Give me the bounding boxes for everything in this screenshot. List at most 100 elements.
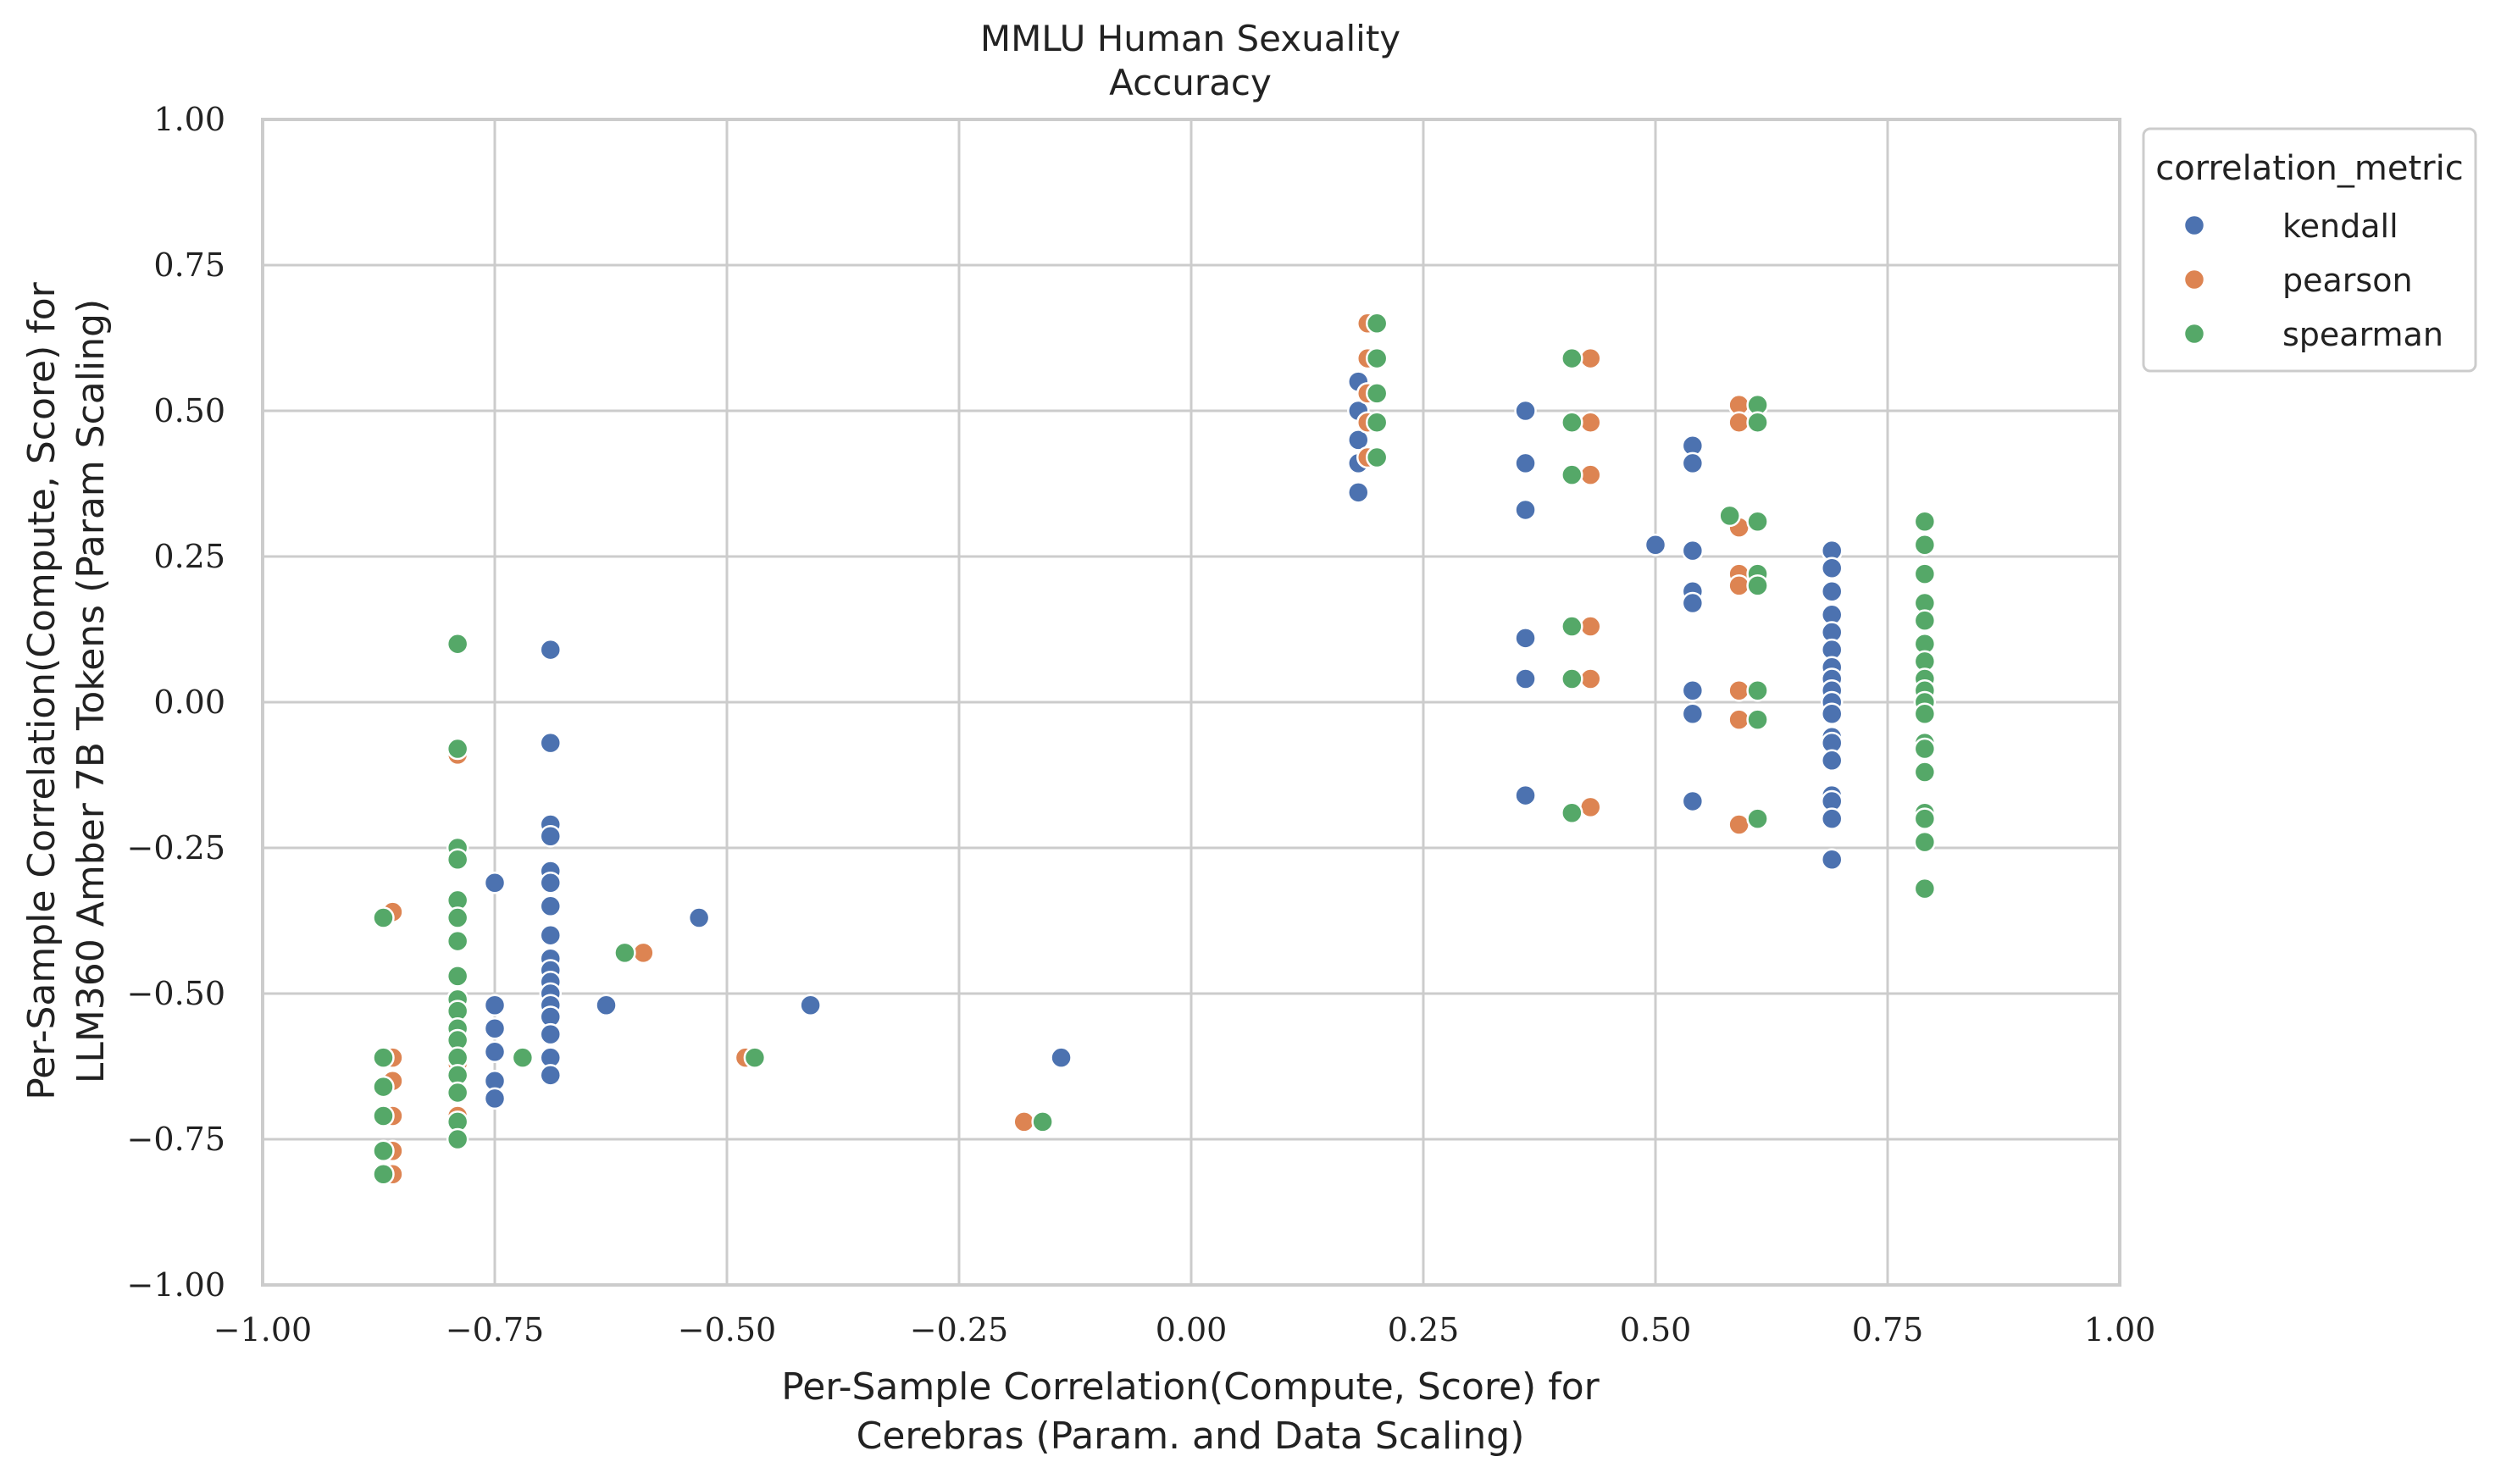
spearman-point: [1913, 877, 1937, 900]
kendall-point: [1514, 627, 1537, 650]
pearson-legend-marker: [2182, 268, 2206, 291]
kendall-point: [799, 994, 822, 1017]
spearman-point: [1561, 411, 1583, 435]
kendall-point: [1820, 848, 1844, 872]
spearman-point: [1561, 615, 1583, 638]
spearman-point: [1913, 609, 1937, 632]
pearson-legend-label: pearson: [2282, 262, 2413, 299]
spearman-point: [372, 906, 395, 929]
y-axis-label-2: LLM360 Amber 7B Tokens (Param Scaling): [69, 299, 113, 1083]
x-tick-label: 0.50: [1620, 1311, 1692, 1348]
spearman-point: [1913, 830, 1937, 854]
kendall-point: [539, 731, 563, 755]
spearman-point: [1746, 411, 1769, 435]
pearson-point: [1727, 678, 1750, 702]
x-axis-label-line1: Per-Sample Correlation(Compute, Score) f…: [781, 1365, 1600, 1409]
pearson-point: [1012, 1110, 1035, 1133]
spearman-point: [446, 906, 469, 929]
spearman-point: [446, 929, 469, 953]
kendall-point: [1820, 556, 1844, 580]
x-tick-label: −1.00: [214, 1311, 312, 1348]
spearman-point: [1365, 312, 1389, 335]
spearman-point: [1718, 504, 1741, 528]
kendall-point: [1681, 451, 1705, 475]
x-tick-label: 0.00: [1156, 1311, 1228, 1348]
kendall-point: [539, 1064, 563, 1087]
kendall-legend-label: kendall: [2282, 208, 2398, 245]
x-axis-label-line2: Cerebras (Param. and Data Scaling): [857, 1415, 1525, 1458]
pearson-point: [1727, 708, 1750, 731]
kendall-point: [1514, 498, 1537, 522]
kendall-point: [483, 872, 507, 894]
spearman-legend-marker: [2182, 322, 2206, 346]
kendall-legend-marker: [2182, 213, 2206, 237]
kendall-point: [539, 824, 563, 848]
spearman-point: [372, 1046, 395, 1069]
legend-items: kendall pearson spearman: [2182, 208, 2443, 353]
pearson-point: [1579, 463, 1602, 486]
spearman-point: [372, 1163, 395, 1186]
y-tick-label: −0.50: [127, 975, 225, 1012]
spearman-point: [1746, 708, 1769, 731]
kendall-point: [539, 894, 563, 918]
y-tick-labels: −1.00 −0.75 −0.50 −0.25 0.00 0.25 0.50 0.75 1.00: [127, 101, 225, 1304]
spearman-point: [446, 1127, 469, 1151]
kendall-point: [1644, 533, 1667, 556]
spearman-point: [1746, 574, 1769, 597]
pearson-point: [1727, 813, 1750, 836]
pearson-point: [1579, 795, 1602, 819]
kendall-point: [1820, 580, 1844, 603]
spearman-point: [1365, 411, 1389, 435]
kendall-point: [1820, 807, 1844, 830]
kendall-point: [1514, 399, 1537, 423]
pearson-point: [1579, 615, 1602, 638]
kendall-point: [1347, 481, 1370, 504]
spearman-point: [372, 1105, 395, 1127]
y-tick-label: −0.75: [127, 1121, 225, 1158]
spearman-point: [1561, 801, 1583, 824]
kendall-point: [483, 1087, 507, 1110]
spearman-point: [446, 965, 469, 988]
spearman-point: [1365, 382, 1389, 405]
pearson-point: [1579, 346, 1602, 370]
kendall-point: [1681, 789, 1705, 813]
kendall-point: [539, 638, 563, 662]
x-tick-label: 0.75: [1852, 1311, 1924, 1348]
kendall-point: [539, 923, 563, 947]
kendall-point: [1820, 749, 1844, 772]
spearman-point: [446, 1081, 469, 1105]
spearman-point: [372, 1075, 395, 1099]
y-tick-label: 0.75: [153, 246, 225, 284]
spearman-point: [1913, 737, 1937, 761]
spearman-point: [1031, 1110, 1054, 1133]
spearman-point: [446, 632, 469, 656]
legend-title: correlation_metric: [2155, 149, 2463, 188]
kendall-point: [1050, 1046, 1073, 1069]
spearman-point: [743, 1046, 767, 1069]
spearman-point: [511, 1046, 535, 1069]
spearman-point: [1746, 807, 1769, 830]
data-points: [372, 312, 1937, 1186]
y-axis-label: Per-Sample Correlation(Compute, Score) f…: [20, 281, 64, 1099]
kendall-point: [1514, 451, 1537, 475]
kendall-point: [1347, 429, 1370, 451]
kendall-point: [1681, 702, 1705, 726]
x-tick-label: 0.25: [1388, 1311, 1460, 1348]
spearman-legend-label: spearman: [2282, 316, 2443, 353]
kendall-point: [483, 1017, 507, 1040]
kendall-point: [539, 872, 563, 894]
pearson-point: [1579, 667, 1602, 690]
y-tick-label: 0.25: [153, 538, 225, 575]
pearson-point: [1727, 574, 1750, 597]
kendall-point: [1681, 678, 1705, 702]
legend: correlation_metric kendall pearson spearma…: [2142, 127, 2477, 373]
x-tick-label: 1.00: [2084, 1311, 2156, 1348]
pearson-point: [632, 941, 655, 965]
plot-frame: [261, 118, 2121, 1287]
kendall-point: [539, 1022, 563, 1046]
x-tick-label: −0.50: [678, 1311, 776, 1348]
spearman-point: [1365, 446, 1389, 469]
